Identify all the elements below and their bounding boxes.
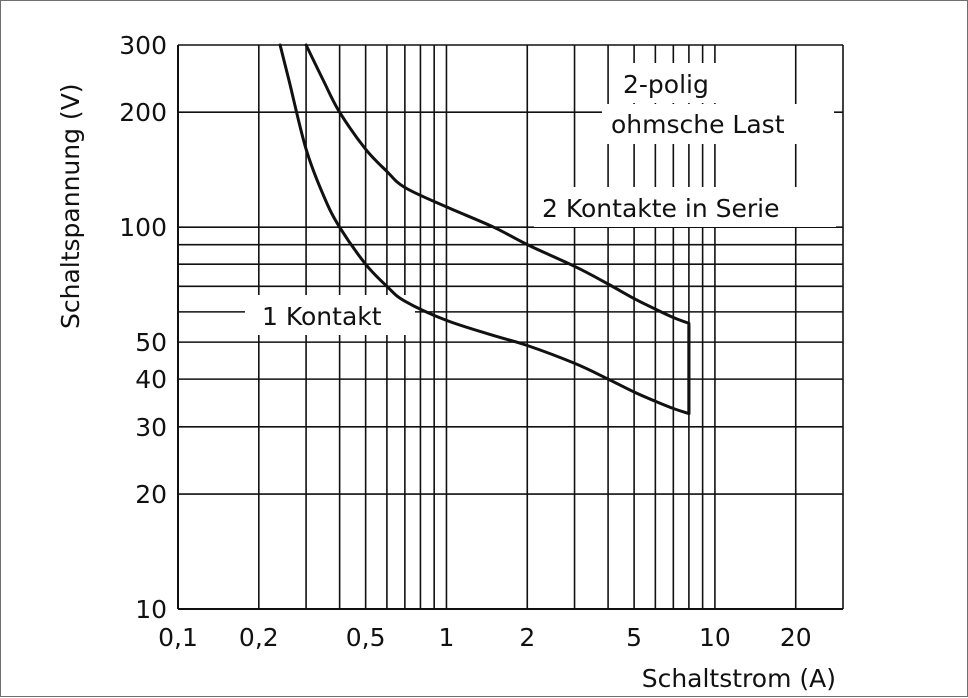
y-tick-label: 20 [135, 480, 167, 509]
annotation-masks [245, 63, 836, 335]
x-tick-label: 10 [699, 623, 731, 652]
y-tick-label: 10 [135, 595, 167, 624]
axes [177, 45, 843, 610]
annotation-2-kontakte-in-serie: 2 Kontakte in Serie [542, 194, 779, 223]
y-tick-labels: 10 20 30 40 50 100 200 300 [119, 31, 167, 624]
x-tick-label: 0,5 [346, 623, 386, 652]
x-tick-label: 0,2 [239, 623, 279, 652]
y-axis-label: Schaltspannung (V) [56, 83, 85, 329]
y-tick-label: 100 [119, 213, 167, 242]
x-tick-label: 2 [519, 623, 535, 652]
annotation-mask [602, 104, 834, 144]
y-tick-label: 30 [135, 413, 167, 442]
series-lines [278, 43, 691, 416]
y-tick-label: 300 [119, 31, 167, 60]
x-tick-label: 1 [439, 623, 455, 652]
annotation-mask [245, 295, 415, 335]
x-tick-label: 0,1 [158, 623, 198, 652]
annotation-mask [613, 63, 717, 103]
x-tick-label: 20 [780, 623, 812, 652]
x-tick-label: 5 [626, 623, 642, 652]
y-tick-label: 200 [119, 98, 167, 127]
x-tick-labels: 0,1 0,2 0,5 1 2 5 10 20 [158, 623, 812, 652]
annotation-2-polig: 2-polig [623, 70, 709, 99]
annotation-mask [534, 187, 836, 227]
y-tick-label: 50 [135, 328, 167, 357]
x-axis-label: Schaltstrom (A) [642, 664, 836, 693]
annotation-ohmsche-last: ohmsche Last [611, 110, 785, 139]
series-line-1-kontakt [278, 43, 691, 416]
y-tick-label: 40 [135, 365, 167, 394]
annotation-1-kontakt: 1 Kontakt [262, 302, 382, 331]
series-line-2-kontakte-in-serie [304, 43, 691, 416]
